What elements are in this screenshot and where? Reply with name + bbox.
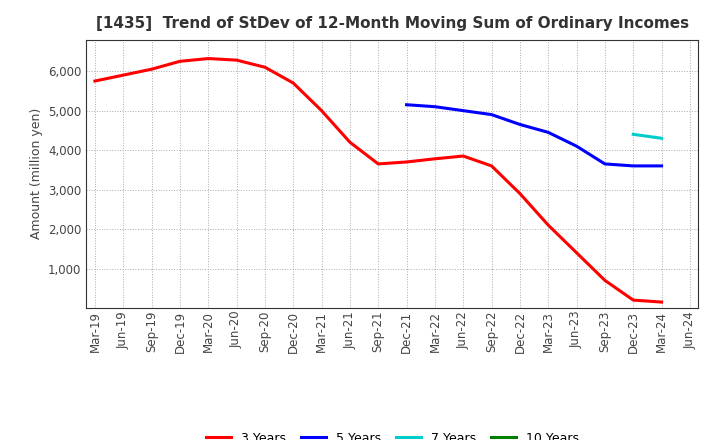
Legend: 3 Years, 5 Years, 7 Years, 10 Years: 3 Years, 5 Years, 7 Years, 10 Years xyxy=(201,427,584,440)
3 Years xyxy=(374,161,382,167)
3 Years xyxy=(289,81,297,86)
3 Years xyxy=(204,56,212,61)
3 Years xyxy=(459,154,467,159)
5 Years xyxy=(431,104,439,109)
5 Years xyxy=(459,108,467,113)
3 Years xyxy=(629,297,637,303)
3 Years xyxy=(600,278,609,283)
3 Years xyxy=(318,108,326,113)
3 Years xyxy=(233,58,241,63)
3 Years xyxy=(516,191,524,196)
3 Years xyxy=(544,223,552,228)
5 Years xyxy=(572,143,581,149)
5 Years xyxy=(544,130,552,135)
Title: [1435]  Trend of StDev of 12-Month Moving Sum of Ordinary Incomes: [1435] Trend of StDev of 12-Month Moving… xyxy=(96,16,689,32)
3 Years xyxy=(119,73,127,78)
Y-axis label: Amount (million yen): Amount (million yen) xyxy=(30,108,42,239)
Line: 7 Years: 7 Years xyxy=(633,134,662,138)
5 Years xyxy=(516,122,524,127)
3 Years xyxy=(261,65,269,70)
3 Years xyxy=(148,66,156,72)
5 Years xyxy=(657,163,666,169)
7 Years xyxy=(657,136,666,141)
5 Years xyxy=(487,112,496,117)
3 Years xyxy=(431,156,439,161)
3 Years xyxy=(657,300,666,305)
5 Years xyxy=(600,161,609,167)
3 Years xyxy=(572,250,581,255)
Line: 5 Years: 5 Years xyxy=(407,105,662,166)
3 Years xyxy=(176,59,184,64)
Line: 3 Years: 3 Years xyxy=(95,59,662,302)
5 Years xyxy=(629,163,637,169)
7 Years xyxy=(629,132,637,137)
3 Years xyxy=(346,139,354,145)
5 Years xyxy=(402,102,411,107)
3 Years xyxy=(402,159,411,165)
3 Years xyxy=(487,163,496,169)
3 Years xyxy=(91,78,99,84)
